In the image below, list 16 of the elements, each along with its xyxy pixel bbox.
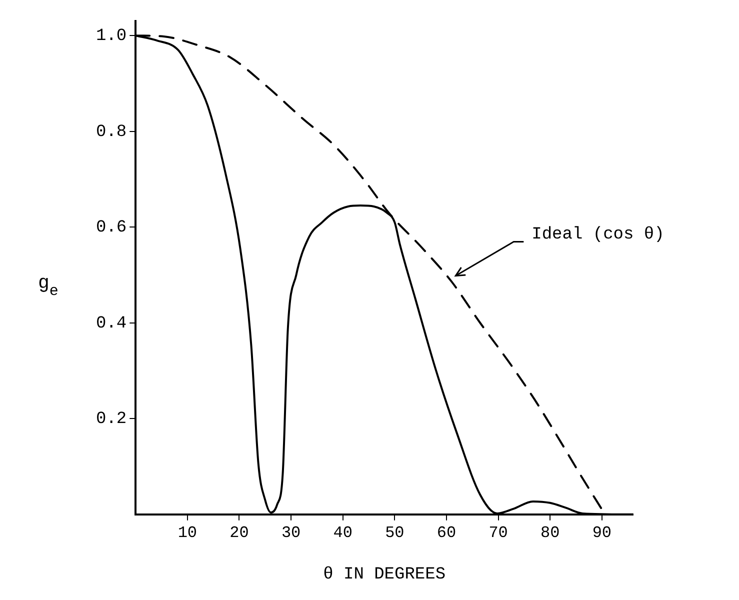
y-tick-label: 0.2 — [96, 410, 127, 430]
x-tick-label: 70 — [488, 524, 508, 542]
y-tick-label: 0.4 — [96, 314, 127, 334]
annotation: Ideal (cos θ) — [532, 225, 664, 244]
x-axis-title: θ IN DEGREES — [323, 565, 446, 584]
y-tick-label: 1.0 — [96, 27, 127, 46]
x-tick-label: 50 — [385, 524, 404, 542]
x-tick-label: 30 — [281, 524, 301, 542]
x-tick-label: 40 — [333, 524, 352, 542]
x-tick-label: 20 — [230, 524, 249, 542]
y-tick-label: 0.8 — [96, 122, 127, 142]
x-tick-label: 80 — [540, 524, 560, 542]
x-tick-label: 90 — [592, 524, 612, 542]
x-tick-label: 60 — [436, 524, 456, 542]
x-tick-label: 10 — [178, 524, 198, 542]
y-tick-label: 0.6 — [96, 218, 127, 238]
